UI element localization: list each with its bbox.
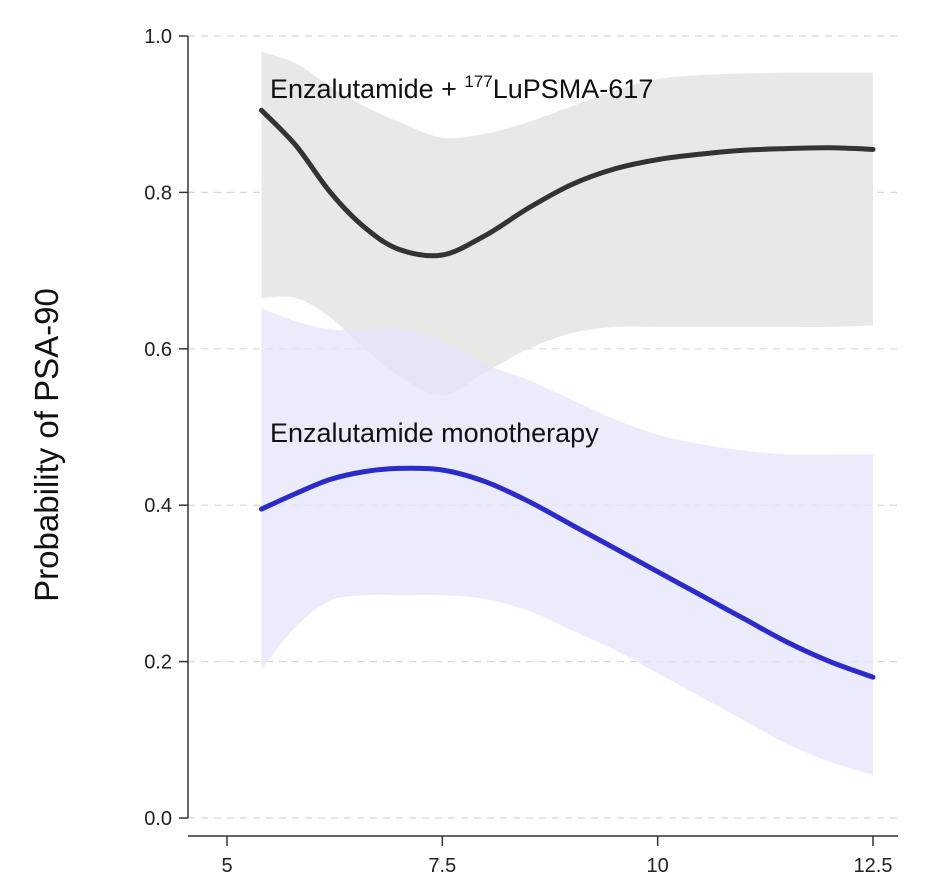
y-axis-title: Probability of PSA-90 <box>28 288 65 602</box>
series-label-monotherapy: Enzalutamide monotherapy <box>270 418 599 448</box>
x-tick-label-7.5: 7.5 <box>428 855 456 877</box>
y-tick-label-0.8: 0.8 <box>144 182 172 204</box>
confidence-band-series-2 <box>261 308 873 775</box>
confidence-bands <box>261 51 873 775</box>
y-tick-label-1.0: 1.0 <box>144 26 172 48</box>
y-tick-label-0.6: 0.6 <box>144 339 172 361</box>
y-tick-label-0.0: 0.0 <box>144 808 172 830</box>
x-tick-label-12.5: 12.5 <box>854 855 893 877</box>
labels: 0.0 0.2 0.4 0.6 0.8 1.0 5 7.5 10 12.5 Probability … <box>28 26 892 877</box>
series-line-2 <box>258 465 876 680</box>
confidence-band-series-1 <box>261 51 873 396</box>
x-tick-label-10: 10 <box>647 855 669 877</box>
x-tick-label-5: 5 <box>221 855 232 877</box>
series-lines <box>258 107 876 680</box>
y-tick-label-0.4: 0.4 <box>144 495 172 517</box>
series-label-combination: Enzalutamide + 177LuPSMA-617 <box>270 72 653 104</box>
y-tick-label-0.2: 0.2 <box>144 652 172 674</box>
series-line-1 <box>258 107 876 259</box>
axes <box>179 35 898 846</box>
